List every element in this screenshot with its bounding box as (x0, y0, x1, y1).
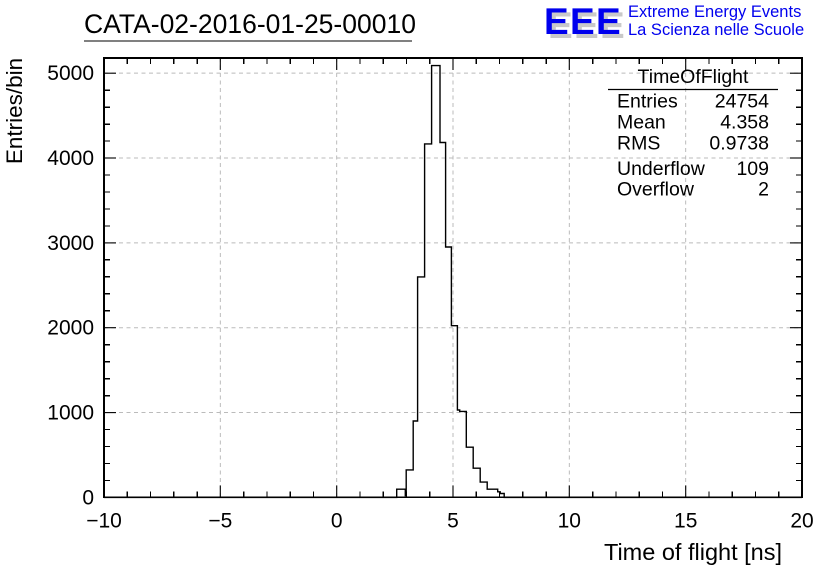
svg-text:1000: 1000 (47, 402, 94, 425)
svg-text:4.358: 4.358 (720, 112, 769, 134)
svg-text:24754: 24754 (715, 91, 769, 113)
svg-text:E: E (596, 1, 621, 42)
svg-text:0: 0 (82, 486, 94, 509)
svg-text:0: 0 (331, 509, 343, 532)
svg-text:10: 10 (558, 509, 581, 532)
svg-text:E: E (570, 1, 595, 42)
svg-text:La Scienza nelle Scuole: La Scienza nelle Scuole (628, 21, 804, 39)
svg-text:Entries/bin: Entries/bin (2, 58, 27, 164)
svg-text:15: 15 (674, 509, 697, 532)
svg-text:−5: −5 (208, 509, 232, 532)
svg-text:20: 20 (790, 509, 813, 532)
svg-text:E: E (544, 1, 569, 42)
svg-text:Time of flight [ns]: Time of flight [ns] (604, 539, 782, 565)
svg-text:CATA-02-2016-01-25-00010: CATA-02-2016-01-25-00010 (84, 9, 416, 39)
svg-text:Mean: Mean (617, 112, 666, 134)
svg-text:Extreme Energy Events: Extreme Energy Events (628, 3, 801, 21)
svg-text:5000: 5000 (47, 62, 94, 85)
svg-text:4000: 4000 (47, 147, 94, 170)
svg-text:0.9738: 0.9738 (709, 133, 769, 155)
svg-text:2: 2 (758, 179, 769, 201)
svg-text:−10: −10 (86, 509, 122, 532)
svg-text:TimeOfFlight: TimeOfFlight (638, 66, 749, 88)
svg-text:RMS: RMS (617, 133, 660, 155)
svg-text:2000: 2000 (47, 317, 94, 340)
svg-text:3000: 3000 (47, 232, 94, 255)
svg-text:109: 109 (736, 158, 769, 180)
svg-text:Entries: Entries (617, 91, 678, 113)
svg-text:5: 5 (447, 509, 459, 532)
svg-text:Underflow: Underflow (617, 158, 706, 180)
svg-text:Overflow: Overflow (617, 179, 695, 201)
